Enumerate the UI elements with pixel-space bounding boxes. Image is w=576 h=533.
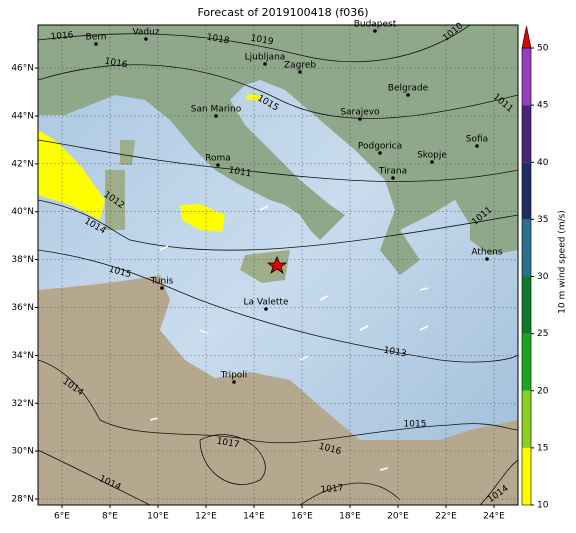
- colorbar-frame: [521, 47, 532, 506]
- isobar-label: 1017: [216, 437, 240, 451]
- colorbar-tick-label: 25: [537, 329, 548, 339]
- location-star: [266, 255, 288, 274]
- y-tick-label: 46°N: [11, 64, 34, 74]
- title: Forecast of 2019100418 (f036): [197, 6, 368, 19]
- colorbar-segment: [522, 219, 531, 277]
- colorbar-segment: [522, 48, 531, 106]
- map-labels: Bern VaduzBudapestLjubljanaZagrebBelgrade…: [50, 20, 514, 506]
- isobar-label: 1016: [104, 57, 129, 71]
- city-label: Tripoli: [220, 371, 248, 381]
- colorbar-tick-label: 20: [537, 386, 549, 396]
- y-tick-label: 40°N: [11, 207, 34, 217]
- colorbar-segment: [522, 162, 531, 220]
- x-tick-label: 6°E: [54, 512, 70, 522]
- x-tick-label: 14°E: [243, 512, 265, 522]
- city-marker: [216, 163, 220, 167]
- x-tick-label: 18°E: [339, 512, 361, 522]
- colorbar-tick-label: 50: [537, 44, 549, 54]
- colorbar-segment: [522, 447, 531, 505]
- isobar-label: 1017: [320, 484, 344, 496]
- city-marker: [430, 160, 434, 164]
- city-marker: [264, 307, 268, 311]
- city-label: San Marino: [191, 105, 242, 115]
- city-label: Skopje: [417, 151, 447, 161]
- city-marker: [214, 114, 218, 118]
- grid: 6°E 8°E 10°E 12°E 14°E 16°E 18°E 20°E 22°E 24°E 28…: [11, 25, 518, 522]
- y-tick-label: 42°N: [11, 159, 34, 169]
- colorbar-tick-label: 45: [537, 101, 548, 111]
- isobar-label: 1015: [404, 420, 427, 430]
- city-label: Sarajevo: [340, 108, 380, 118]
- city-marker: [378, 151, 382, 155]
- city-label: Vaduz: [132, 28, 159, 38]
- colorbar-segment: [522, 105, 531, 163]
- city-marker: [485, 257, 489, 261]
- city-marker: [160, 286, 164, 290]
- city-marker: [298, 70, 302, 74]
- city-marker: [94, 42, 98, 46]
- city-label: Athens: [471, 248, 502, 258]
- colorbar-extension: [521, 25, 532, 49]
- city-label: Tunis: [150, 277, 174, 287]
- city-marker: [144, 37, 148, 41]
- city-marker: [263, 62, 267, 66]
- x-tick-label: 8°E: [102, 512, 118, 522]
- city-marker: [475, 144, 479, 148]
- x-tick-label: 20°E: [387, 512, 409, 522]
- colorbar: 10 15 20 25 30 35 40 45 50: [521, 25, 549, 511]
- city-label: Zagreb: [284, 61, 316, 71]
- colorbar-tick-label: 40: [537, 158, 549, 168]
- x-tick-label: 24°E: [483, 512, 505, 522]
- city-marker: [358, 117, 362, 121]
- x-tick-label: 12°E: [195, 512, 217, 522]
- city-label: Tirana: [378, 167, 407, 177]
- x-tick-label: 22°E: [435, 512, 457, 522]
- colorbar-tick-label: 30: [537, 272, 549, 282]
- isobar-label: 1019: [250, 34, 275, 48]
- y-tick-label: 36°N: [11, 303, 34, 313]
- y-tick-label: 44°N: [11, 111, 34, 121]
- isobar-label: 1018: [206, 33, 231, 47]
- city-label: Podgorica: [358, 142, 402, 152]
- city-marker: [232, 380, 236, 384]
- y-tick-label: 38°N: [11, 255, 34, 265]
- city-marker: [406, 93, 410, 97]
- y-tick-label: 28°N: [11, 495, 34, 505]
- y-tick-label: 34°N: [11, 351, 34, 361]
- colorbar-segment: [522, 390, 531, 448]
- colorbar-tick-label: 15: [537, 443, 548, 453]
- map-frame: [37, 24, 519, 506]
- city-label: Belgrade: [388, 84, 429, 94]
- isobar-label: 1011: [228, 166, 252, 180]
- city-marker: [373, 29, 377, 33]
- colorbar-tick-label: 35: [537, 215, 548, 225]
- x-tick-label: 16°E: [291, 512, 313, 522]
- city-label: Ljubljana: [245, 53, 286, 63]
- map-background: [38, 25, 518, 505]
- colorbar-label: 10 m wind speed (m/s): [558, 210, 568, 314]
- city-label: Bern: [86, 33, 107, 43]
- x-tick-label: 10°E: [147, 512, 169, 522]
- city-marker: [391, 176, 395, 180]
- city-label: Sofia: [466, 135, 488, 145]
- colorbar-segment: [522, 333, 531, 391]
- y-tick-label: 30°N: [11, 447, 34, 457]
- city-label: La Valette: [244, 298, 289, 308]
- isobar-label: 1013: [383, 346, 407, 360]
- isobar-label: 1016: [50, 30, 74, 42]
- colorbar-tick-label: 10: [537, 501, 549, 511]
- colorbar-segment: [522, 276, 531, 334]
- y-tick-label: 32°N: [11, 399, 34, 409]
- city-label: Roma: [205, 154, 231, 164]
